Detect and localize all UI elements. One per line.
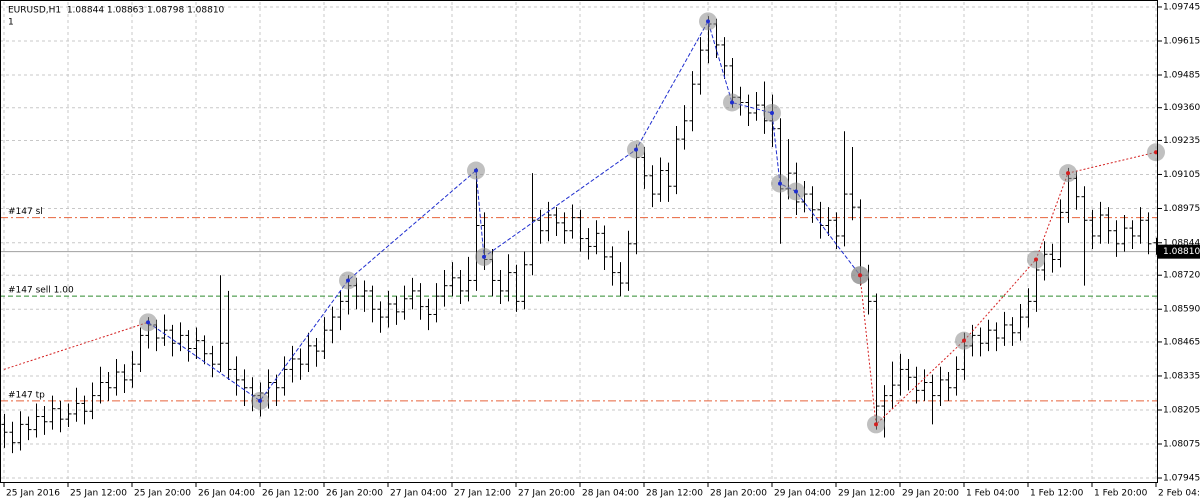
zigzag-dot (706, 19, 710, 24)
x-tick-label: 29 Jan 04:00 (774, 489, 831, 499)
zigzag-dot (730, 100, 734, 105)
order-label: #147 sl (8, 207, 43, 217)
current-price-label: 1.08810 (1163, 247, 1200, 257)
trend2-dot (874, 422, 878, 427)
trend2-dot (858, 273, 862, 278)
y-tick-label: 1.07945 (1163, 474, 1200, 484)
y-tick-label: 1.09360 (1163, 103, 1200, 113)
zigzag-dot (258, 398, 262, 403)
x-tick-label: 28 Jan 12:00 (646, 489, 703, 499)
trend2-dot (1034, 257, 1038, 262)
x-tick-label: 29 Jan 12:00 (838, 489, 895, 499)
y-tick-label: 1.09105 (1163, 170, 1200, 180)
current-price-box (1158, 244, 1200, 259)
y-tick-label: 1.08720 (1163, 271, 1200, 281)
grid (0, 2, 1158, 483)
x-tick-label: 1 Feb 12:00 (1030, 489, 1084, 499)
y-tick-label: 1.09745 (1163, 2, 1200, 12)
zigzag-dot (146, 320, 150, 325)
x-tick-label: 1 Feb 20:00 (1094, 489, 1148, 499)
x-tick-label: 26 Jan 20:00 (326, 489, 383, 499)
x-tick-label: 28 Jan 20:00 (710, 489, 767, 499)
x-tick-label: 25 Jan 12:00 (70, 489, 127, 499)
plot-border (0, 0, 1158, 483)
zigzag-dot (770, 110, 774, 115)
zigzag-dot (346, 278, 350, 283)
x-tick-label: 25 Jan 2016 (6, 489, 60, 499)
x-tick-label: 28 Jan 04:00 (582, 489, 639, 499)
x-tick-label: 26 Jan 12:00 (262, 489, 319, 499)
x-tick-label: 27 Jan 04:00 (390, 489, 447, 499)
y-tick-label: 1.08975 (1163, 204, 1200, 214)
indicators (3, 12, 1165, 434)
zigzag-dot (474, 168, 478, 173)
x-tick-label: 29 Jan 20:00 (902, 489, 959, 499)
axes: 1.09745 1.09615 1.09485 1.09360 1.09235 1.091… (3, 2, 1200, 499)
x-tick-label: 2 Feb 04:00 (1158, 489, 1200, 499)
y-tick-label: 1.09235 (1163, 136, 1200, 146)
y-tick-label: 1.09485 (1163, 71, 1200, 81)
zigzag-dot (482, 254, 486, 259)
zigzag-dot (634, 147, 638, 152)
y-tick-label: 1.09615 (1163, 36, 1200, 46)
zigzag-dot (778, 181, 782, 186)
order-label: #147 sell 1.00 (8, 286, 74, 296)
y-tick-label: 1.08590 (1163, 305, 1200, 315)
zigzag-dot (794, 189, 798, 194)
x-tick-label: 25 Jan 20:00 (134, 489, 191, 499)
y-tick-label: 1.08465 (1163, 337, 1200, 347)
chart-subtitle: 1 (8, 18, 14, 28)
chart-title: EURUSD,H1 1.08844 1.08863 1.08798 1.0881… (8, 6, 225, 16)
y-tick-label: 1.08335 (1163, 371, 1200, 381)
trend2-dot (962, 338, 966, 343)
x-tick-label: 1 Feb 04:00 (966, 489, 1020, 499)
x-tick-label: 27 Jan 20:00 (518, 489, 575, 499)
trend2-line (859, 151, 1157, 426)
x-tick-label: 27 Jan 12:00 (454, 489, 511, 499)
y-tick-label: 1.08075 (1163, 440, 1200, 450)
y-tick-label: 1.08844 (1163, 238, 1200, 248)
x-tick-label: 26 Jan 04:00 (198, 489, 255, 499)
trend2-dot (1066, 171, 1070, 176)
y-tick-label: 1.08205 (1163, 405, 1200, 415)
order-label: #147 tp (8, 390, 45, 400)
trend-line (3, 321, 149, 370)
